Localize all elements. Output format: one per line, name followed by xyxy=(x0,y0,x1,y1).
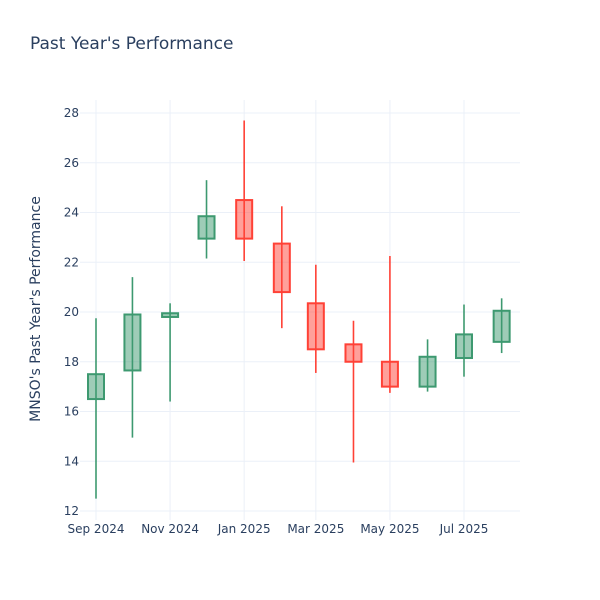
y-tick-label: 20 xyxy=(64,305,79,319)
candle-body xyxy=(272,242,291,294)
y-tick-labels: 12 14 16 18 20 22 24 26 28 xyxy=(64,106,79,518)
y-tick-label: 24 xyxy=(64,206,79,220)
y-tick-label: 14 xyxy=(64,454,79,468)
grid-lines xyxy=(80,100,520,520)
y-tick-label: 28 xyxy=(64,106,79,120)
y-axis-title: MNSO's Past Year's Performance xyxy=(28,196,44,422)
x-tick-label: Sep 2024 xyxy=(68,522,125,536)
candle-increasing xyxy=(418,339,437,392)
y-tick-label: 26 xyxy=(64,156,79,170)
candle-body xyxy=(380,360,399,388)
x-tick-labels: Sep 2024 Nov 2024 Jan 2025 Mar 2025 May 2025… xyxy=(68,522,489,536)
candle-increasing xyxy=(87,318,105,499)
x-tick-label: May 2025 xyxy=(360,522,419,536)
candle-increasing xyxy=(492,298,511,354)
candle-body xyxy=(492,309,511,343)
candles xyxy=(87,120,511,499)
candle-decreasing xyxy=(235,120,254,262)
candle-body xyxy=(235,199,254,240)
x-tick-label: Nov 2024 xyxy=(141,522,199,536)
candle-body xyxy=(87,373,105,401)
candle-body xyxy=(306,302,325,351)
candle-increasing xyxy=(455,304,473,377)
candle-increasing xyxy=(161,303,180,402)
chart-title: Past Year's Performance xyxy=(30,34,234,54)
y-tick-label: 12 xyxy=(64,504,79,518)
x-tick-label: Jan 2025 xyxy=(217,522,271,536)
x-tick-label: Jul 2025 xyxy=(439,522,489,536)
y-tick-label: 22 xyxy=(64,255,79,269)
candle-decreasing xyxy=(272,206,291,329)
candle-increasing xyxy=(123,277,142,438)
y-tick-label: 18 xyxy=(64,355,79,369)
candle-decreasing xyxy=(380,256,399,393)
x-tick-label: Mar 2025 xyxy=(287,522,344,536)
y-tick-label: 16 xyxy=(64,405,79,419)
candle-increasing xyxy=(197,180,216,259)
candle-body xyxy=(197,215,216,240)
candle-body xyxy=(418,355,437,388)
candle-body xyxy=(161,312,180,318)
candle-decreasing xyxy=(306,264,325,373)
candle-body xyxy=(455,333,473,360)
candle-decreasing xyxy=(344,320,363,463)
candle-body xyxy=(344,343,363,363)
candle-body xyxy=(123,313,142,372)
